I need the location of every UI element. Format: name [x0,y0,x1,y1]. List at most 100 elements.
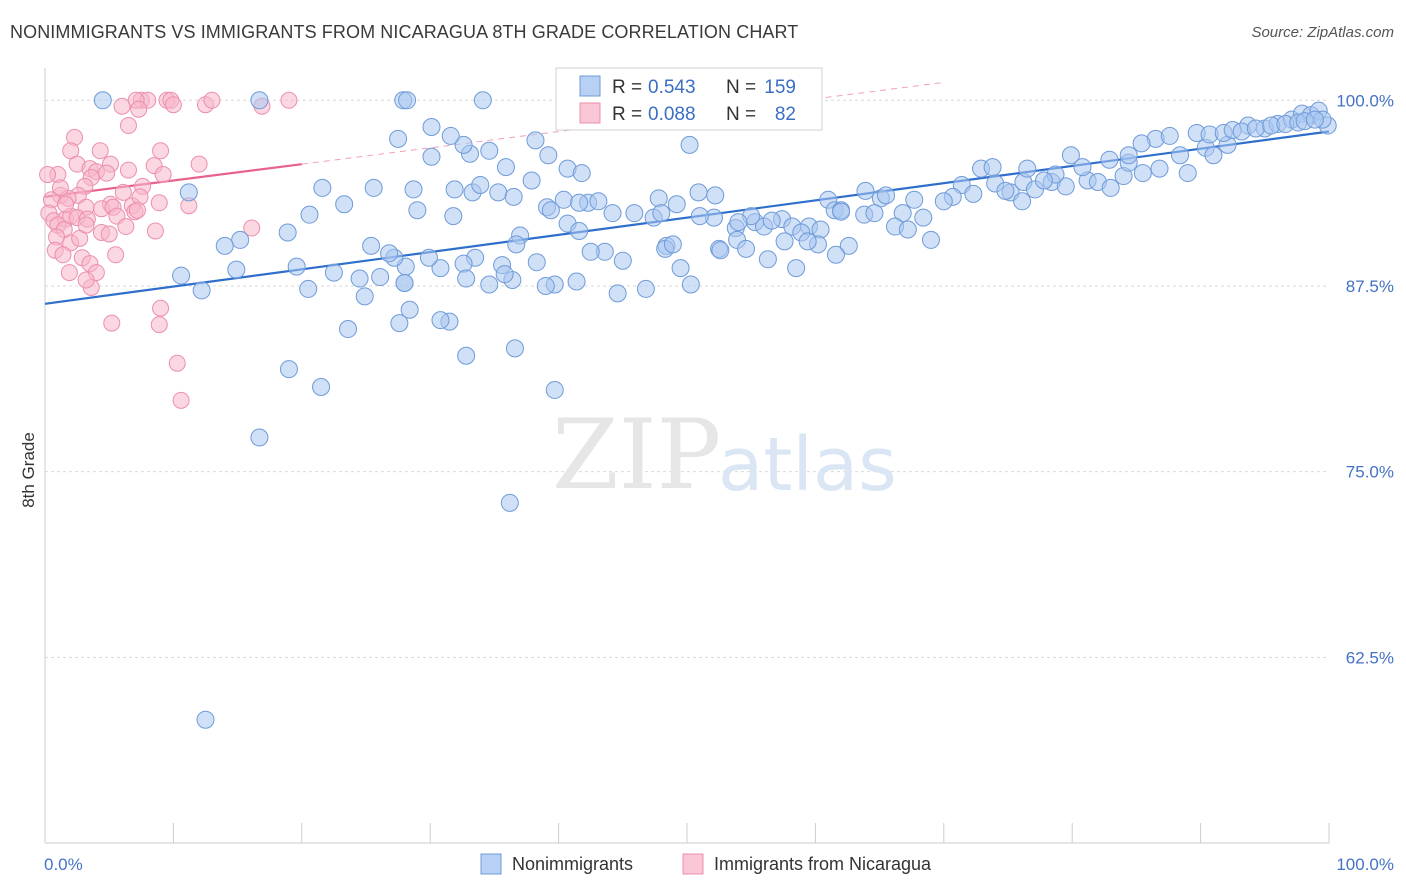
nonimmigrants-point-178 [457,269,476,288]
nonimmigrants-point-170 [441,126,460,145]
nonimmigrants-point-70 [1178,164,1197,183]
immigrants-point-6 [203,91,221,109]
stats-n-value-1: 159 [764,77,796,98]
nonimmigrants-point-132 [431,259,450,278]
nonimmigrants-point-13 [179,183,198,202]
nonimmigrants-point-182 [395,273,414,292]
nonimmigrants-point-194 [545,380,564,399]
nonimmigrants-point-185 [541,201,560,220]
nonimmigrants-point-0 [93,91,112,110]
nonimmigrants-point-10 [680,135,699,154]
x-tick-label-1: 100.0% [1336,855,1394,874]
gridlines [45,99,1329,658]
nonimmigrants-point-151 [636,279,655,298]
nonimmigrants-point-142 [527,253,546,272]
nonimmigrants-point-116 [729,213,748,232]
nonimmigrants-point-113 [775,232,794,251]
stats-r-label-1: R = [612,77,642,98]
nonimmigrants-point-165 [671,259,690,278]
immigrants-point-64 [54,246,72,264]
immigrants-point-59 [154,166,172,184]
nonimmigrants-point-72 [1204,146,1223,165]
legend-swatch-nonimmigrants [480,853,502,875]
nonimmigrants-point-143 [507,235,526,254]
immigrants-point-60 [190,155,208,173]
nonimmigrants-point-58 [1013,192,1032,211]
nonimmigrants-point-68 [1150,159,1169,178]
nonimmigrants-point-180 [299,279,318,298]
nonimmigrants-point-4 [473,91,492,110]
nonimmigrants-point-51 [921,230,940,249]
nonimmigrants-point-169 [454,135,473,154]
immigrants-point-57 [128,201,146,219]
nonimmigrants-point-34 [652,204,671,223]
immigrants-point-62 [243,219,261,237]
nonimmigrants-point-3 [398,91,417,110]
nonimmigrants-point-50 [898,220,917,239]
nonimmigrants-point-138 [324,263,343,282]
nonimmigrants-point-102 [1034,171,1053,190]
immigrants-point-75 [168,354,186,372]
x-tick-labels: 0.0% 100.0% [44,855,1394,874]
stats-r-value-1: 0.543 [648,77,696,98]
nonimmigrants-point-187 [390,314,409,333]
immigrants-point-24 [119,161,137,179]
nonimmigrants-point-176 [444,207,463,226]
x-tick-label-0: 0.0% [44,855,83,874]
nonimmigrants-point-139 [287,257,306,276]
nonimmigrants-point-25 [589,192,608,211]
nonimmigrants-point-44 [839,236,858,255]
nonimmigrants-point-192 [457,346,476,365]
nonimmigrants-point-158 [826,245,845,264]
nonimmigrants-point-97 [1119,146,1138,165]
nonimmigrants-point-152 [608,284,627,303]
immigrants-point-16 [152,142,170,160]
nonimmigrants-point-162 [613,251,632,270]
immigrants-point-77 [57,195,75,213]
nonimmigrants-point-133 [419,248,438,267]
nonimmigrants-point-100 [1073,158,1092,177]
nonimmigrants-point-99 [1061,146,1080,165]
chart-source: Source: ZipAtlas.com [1251,24,1394,41]
nonimmigrants-point-148 [312,377,331,396]
immigrants-point-32 [150,194,168,212]
immigrants-point-54 [77,216,95,234]
nonimmigrants-point-26 [504,187,523,206]
nonimmigrants-point-153 [567,272,586,291]
nonimmigrants-point-191 [172,266,191,285]
series-nonimmigrants [93,91,1337,729]
nonimmigrants-point-90 [1246,119,1265,138]
nonimmigrants-point-195 [500,493,519,512]
nonimmigrants-point-188 [215,236,234,255]
nonimmigrants-point-31 [667,195,686,214]
nonimmigrants-point-119 [787,259,806,278]
legend-label-immigrants: Immigrants from Nicaragua [714,854,932,874]
immigrants-point-53 [100,225,118,243]
immigrants-point-73 [103,314,121,332]
nonimmigrants-point-104 [996,181,1015,200]
legend-label-nonimmigrants: Nonimmigrants [512,854,633,874]
immigrants-point-74 [150,316,168,334]
stats-swatch-immigrants [579,102,601,124]
nonimmigrants-point-147 [339,320,358,339]
nonimmigrants-point-198 [400,300,419,319]
nonimmigrants-point-179 [495,265,514,284]
nonimmigrants-point-193 [505,339,524,358]
series-immigrants-from-nicaragua [39,91,298,409]
nonimmigrants-point-109 [865,204,884,223]
stats-n-label-1: N = [726,77,756,98]
immigrants-point-79 [51,179,69,197]
nonimmigrants-point-9 [539,146,558,165]
nonimmigrants-point-126 [570,193,589,212]
nonimmigrants-point-149 [250,428,269,447]
nonimmigrants-point-111 [811,220,830,239]
nonimmigrants-point-61 [1056,177,1075,196]
nonimmigrants-point-124 [625,204,644,223]
immigrants-point-11 [130,100,148,118]
nonimmigrants-point-20 [404,180,423,199]
immigrants-point-72 [152,299,170,317]
watermark-atlas: atlas [718,422,897,508]
nonimmigrants-point-155 [711,241,730,260]
nonimmigrants-point-84 [1160,126,1179,145]
